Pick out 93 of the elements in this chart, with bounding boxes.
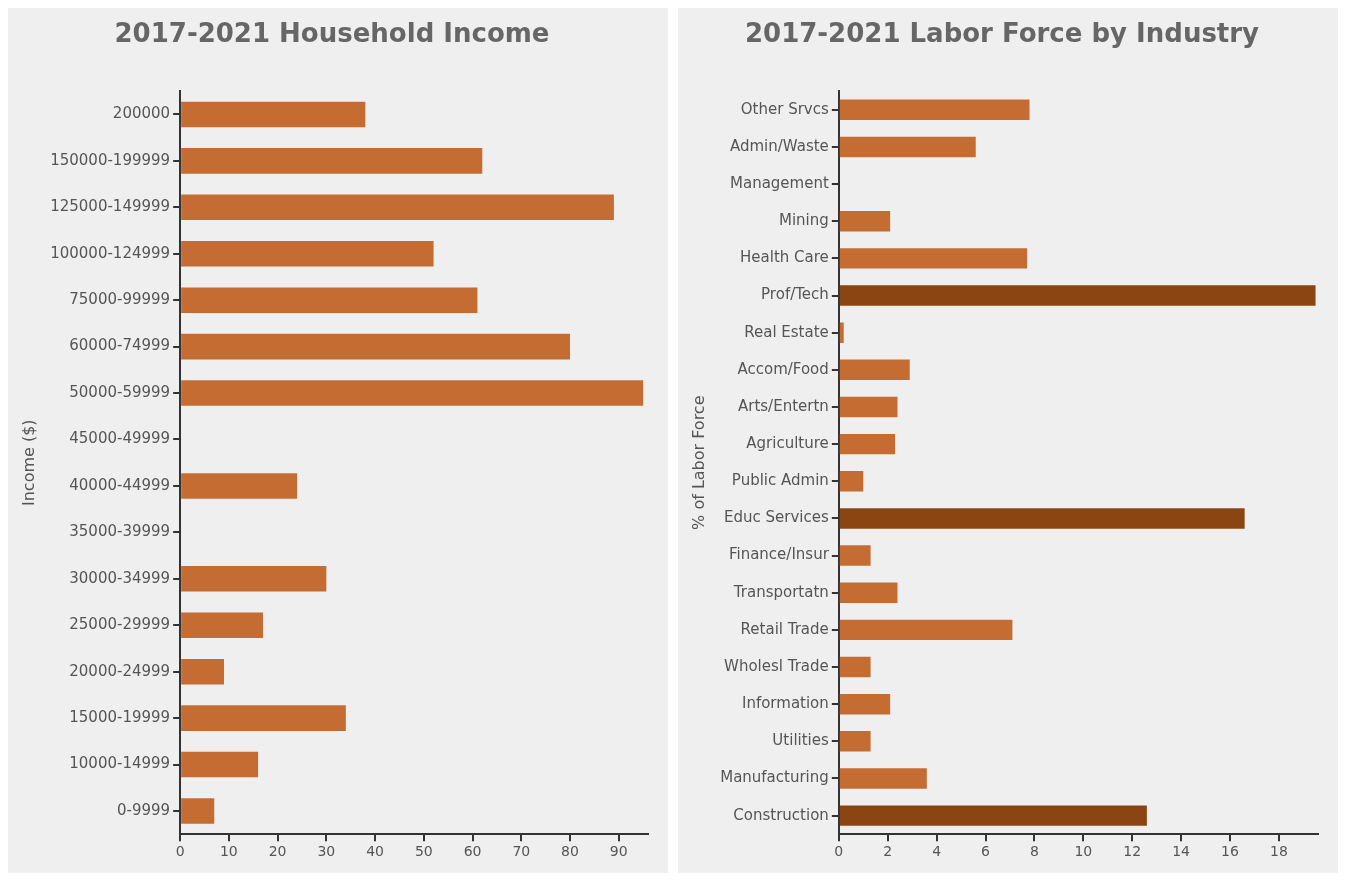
bar — [839, 359, 910, 381]
x-tick-label: 80 — [561, 843, 579, 860]
x-tick-label: 10 — [219, 843, 238, 860]
bar — [181, 240, 434, 267]
bar — [839, 508, 1245, 529]
y-tick-label: Wholesl Trade — [724, 656, 829, 675]
chart-title: 2017-2021 Household Income — [114, 18, 550, 49]
bar — [839, 731, 871, 752]
bar — [181, 473, 298, 499]
y-tick-label: 10000-14999 — [69, 754, 171, 773]
y-axis-title: Income ($) — [18, 419, 38, 507]
y-tick-label: 30000-34999 — [69, 568, 171, 587]
y-tick-label: 25000-29999 — [69, 615, 171, 634]
x-tick-label: 14 — [1172, 843, 1191, 860]
y-tick-label: Construction — [733, 805, 829, 824]
x-tick-label: 90 — [609, 843, 628, 860]
bar — [839, 99, 1030, 120]
y-tick-label: 200000 — [112, 104, 171, 123]
bar — [181, 612, 263, 638]
bar — [839, 136, 976, 158]
x-tick-label: 4 — [932, 843, 942, 860]
bar — [839, 471, 864, 492]
y-tick-label: 100000-124999 — [50, 243, 171, 262]
y-tick-label: Mining — [779, 211, 829, 230]
x-tick-label: 2 — [883, 843, 893, 860]
x-tick-label: 20 — [268, 843, 287, 860]
y-tick-label: 50000-59999 — [69, 382, 171, 401]
bar — [839, 211, 891, 232]
bar — [839, 693, 891, 715]
chart-title: 2017-2021 Labor Force by Industry — [744, 18, 1260, 49]
bar — [181, 798, 215, 824]
x-tick-label: 50 — [414, 843, 433, 860]
y-tick-label: 40000-44999 — [69, 475, 171, 494]
y-tick-label: Retail Trade — [740, 619, 829, 638]
bar — [181, 380, 644, 406]
bar — [839, 545, 871, 566]
y-tick-label: Accom/Food — [737, 359, 829, 378]
y-tick-label: 35000-39999 — [69, 522, 171, 541]
bar — [181, 194, 614, 221]
bar — [839, 322, 844, 343]
y-tick-label: Admin/Waste — [729, 136, 829, 155]
y-tick-label: 15000-19999 — [69, 708, 171, 726]
y-tick-label: Health Care — [740, 248, 829, 267]
bar — [181, 148, 483, 174]
bar — [839, 396, 898, 418]
y-tick-label: Arts/Entertn — [737, 396, 829, 415]
x-tick-label: 12 — [1123, 843, 1142, 860]
x-tick-label: 60 — [463, 843, 482, 860]
bar — [181, 333, 571, 360]
y-axis-title: % of Labor Force — [688, 395, 708, 530]
y-tick-label: Prof/Tech — [761, 285, 829, 304]
bar — [839, 768, 927, 789]
x-tick-label: 16 — [1221, 843, 1239, 860]
bar — [839, 248, 1028, 269]
y-tick-label: 45000-49999 — [69, 429, 171, 448]
y-tick-label: Other Srvcs — [740, 99, 829, 118]
y-tick-label: Public Admin — [731, 471, 829, 490]
y-tick-label: Utilities — [772, 731, 829, 750]
x-tick-label: 6 — [981, 843, 991, 860]
bar — [181, 658, 224, 685]
x-tick-label: 0 — [834, 843, 844, 860]
y-tick-label: Transportatn — [732, 582, 829, 601]
y-tick-label: 75000-99999 — [69, 290, 171, 309]
bar — [839, 582, 898, 603]
y-tick-label: Management — [730, 173, 829, 192]
y-tick-label: 150000-199999 — [50, 150, 171, 169]
y-tick-label: 20000-24999 — [69, 661, 171, 680]
bar — [181, 566, 327, 592]
bar — [181, 101, 366, 128]
y-tick-label: Manufacturing — [720, 768, 829, 787]
x-tick-label: 40 — [366, 843, 384, 860]
y-tick-label: Finance/Insur — [728, 545, 830, 564]
y-tick-label: 0-9999 — [116, 800, 171, 819]
bar — [181, 705, 346, 731]
y-tick-label: Agriculture — [746, 434, 829, 453]
y-tick-label: Real Estate — [744, 322, 829, 341]
bar — [839, 285, 1316, 306]
x-tick-label: 30 — [317, 843, 336, 860]
y-tick-label: 60000-74999 — [69, 336, 171, 355]
x-tick-label: 18 — [1269, 843, 1288, 860]
x-tick-label: 70 — [512, 843, 531, 860]
bar — [839, 619, 1013, 641]
bar — [839, 433, 896, 455]
y-tick-label: Information — [741, 694, 829, 713]
x-tick-label: 8 — [1029, 843, 1039, 860]
y-tick-label: Educ Services — [724, 508, 829, 527]
x-tick-label: 10 — [1074, 843, 1093, 860]
x-tick-label: 0 — [175, 843, 185, 860]
bar — [839, 656, 871, 678]
bar — [839, 805, 1147, 826]
bar — [181, 751, 259, 778]
y-tick-label: 125000-149999 — [50, 197, 171, 216]
bar — [181, 287, 478, 313]
